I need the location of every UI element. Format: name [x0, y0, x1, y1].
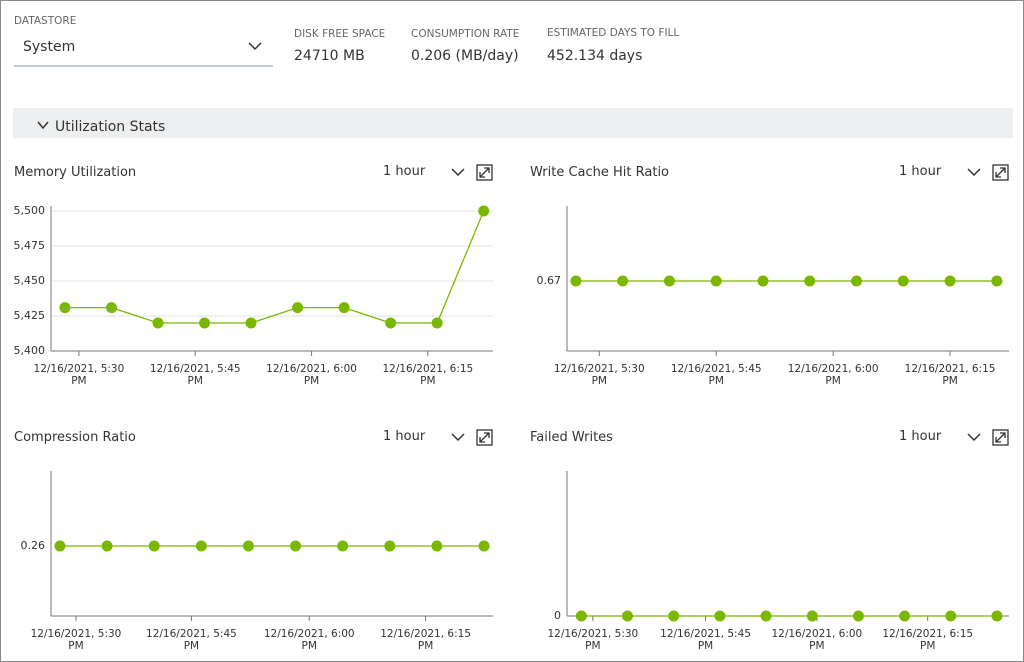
- datastore-label: DATASTORE: [14, 15, 77, 27]
- stat-label: DISK FREE SPACE: [294, 28, 386, 40]
- data-point: [991, 275, 1003, 287]
- data-point: [431, 317, 443, 329]
- data-point: [714, 610, 726, 622]
- x-tick-label: 12/16/2021, 5:30 PM: [33, 363, 125, 387]
- section-bar: [13, 108, 1013, 138]
- data-point: [54, 540, 66, 552]
- data-point: [852, 610, 864, 622]
- data-point: [663, 275, 675, 287]
- data-point: [385, 317, 397, 329]
- chart-title: Write Cache Hit Ratio: [530, 165, 670, 180]
- y-tick-label: 5,425: [14, 309, 46, 322]
- datastore-select[interactable]: System: [23, 39, 76, 55]
- y-tick-label: 5,475: [14, 239, 46, 252]
- range-chevron: [451, 433, 465, 442]
- expand-button: [992, 429, 1009, 446]
- data-point: [570, 275, 582, 287]
- data-point: [337, 540, 349, 552]
- stat-label: CONSUMPTION RATE: [411, 28, 520, 40]
- x-tick-label: 12/16/2021, 6:00 PM: [266, 363, 357, 387]
- data-point: [478, 205, 490, 217]
- range-chevron: [967, 168, 981, 177]
- data-point: [806, 610, 818, 622]
- data-point: [199, 317, 211, 329]
- data-point: [710, 275, 722, 287]
- data-point: [897, 275, 909, 287]
- chart-title: Memory Utilization: [14, 165, 137, 180]
- range-chevron: [451, 168, 465, 177]
- range-select[interactable]: 1 hour: [383, 429, 426, 444]
- x-tick-label: 12/16/2021, 5:45 PM: [670, 363, 762, 387]
- series-line: [64, 210, 485, 324]
- x-tick-label: 12/16/2021, 5:30 PM: [553, 363, 645, 387]
- data-point: [431, 540, 443, 552]
- y-tick-label: 0.67: [537, 274, 562, 287]
- data-point: [575, 610, 587, 622]
- expand-icon: [479, 167, 490, 178]
- data-point: [991, 610, 1003, 622]
- section-title[interactable]: Utilization Stats: [55, 119, 166, 135]
- section-chevron[interactable]: [37, 121, 49, 130]
- x-tick-label: 12/16/2021, 6:00 PM: [263, 628, 355, 652]
- data-point: [945, 610, 957, 622]
- data-point: [760, 610, 772, 622]
- data-point: [338, 302, 350, 314]
- data-point: [105, 302, 117, 314]
- data-point: [292, 302, 304, 314]
- data-point: [290, 540, 302, 552]
- data-point: [478, 540, 490, 552]
- data-point: [899, 610, 911, 622]
- x-tick-label: 12/16/2021, 5:45 PM: [146, 628, 237, 652]
- x-tick-label: 12/16/2021, 6:15 PM: [882, 628, 974, 652]
- data-point: [944, 275, 956, 287]
- chart-title: Failed Writes: [530, 430, 613, 445]
- x-tick-label: 12/16/2021, 6:15 PM: [382, 363, 474, 387]
- stat-value: 24710 MB: [294, 48, 365, 64]
- y-tick-label: 0: [554, 609, 561, 622]
- data-point: [245, 317, 257, 329]
- data-point: [59, 302, 71, 314]
- range-chevron: [967, 433, 981, 442]
- data-point: [804, 275, 816, 287]
- range-select[interactable]: 1 hour: [899, 429, 942, 444]
- data-point: [148, 540, 160, 552]
- data-point: [668, 610, 680, 622]
- x-tick-label: 12/16/2021, 6:00 PM: [787, 363, 879, 387]
- data-point: [242, 540, 254, 552]
- y-tick-label: 5,500: [14, 204, 46, 217]
- x-tick-label: 12/16/2021, 6:15 PM: [380, 628, 471, 652]
- stat-label: ESTIMATED DAYS TO FILL: [547, 27, 680, 39]
- data-point: [384, 540, 396, 552]
- x-tick-label: 12/16/2021, 5:30 PM: [547, 628, 639, 652]
- y-tick-label: 0.26: [21, 539, 46, 552]
- x-tick-label: 12/16/2021, 6:15 PM: [904, 363, 996, 387]
- x-tick-label: 12/16/2021, 5:30 PM: [30, 628, 122, 652]
- data-point: [152, 317, 164, 329]
- x-tick-label: 12/16/2021, 6:00 PM: [771, 628, 863, 652]
- select-chevron[interactable]: [248, 42, 262, 51]
- expand-icon: [995, 167, 1006, 178]
- expand-icon: [479, 432, 490, 443]
- data-point: [195, 540, 207, 552]
- expand-button: [476, 164, 493, 181]
- expand-button: [992, 164, 1009, 181]
- x-tick-label: 12/16/2021, 5:45 PM: [149, 363, 241, 387]
- y-tick-label: 5,450: [14, 274, 46, 287]
- chart-title: Compression Ratio: [14, 430, 136, 445]
- x-tick-label: 12/16/2021, 5:45 PM: [660, 628, 751, 652]
- range-select[interactable]: 1 hour: [899, 164, 942, 179]
- data-point: [101, 540, 113, 552]
- stat-value: 452.134 days: [547, 48, 643, 64]
- y-tick-label: 5,400: [14, 344, 46, 357]
- expand-icon: [995, 432, 1006, 443]
- range-select[interactable]: 1 hour: [383, 164, 426, 179]
- data-point: [622, 610, 634, 622]
- stat-value: 0.206 (MB/day): [411, 48, 519, 64]
- data-point: [617, 275, 629, 287]
- data-point: [851, 275, 863, 287]
- data-point: [757, 275, 769, 287]
- expand-button: [476, 429, 493, 446]
